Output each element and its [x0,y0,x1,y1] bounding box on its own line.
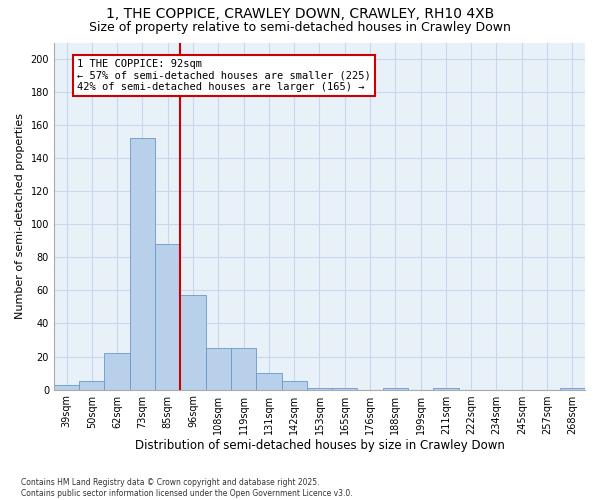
Bar [256,373,281,390]
Bar [231,348,256,390]
Y-axis label: Number of semi-detached properties: Number of semi-detached properties [15,113,25,319]
X-axis label: Distribution of semi-detached houses by size in Crawley Down: Distribution of semi-detached houses by … [134,440,505,452]
Bar [181,296,206,390]
Bar [130,138,155,390]
Text: 1 THE COPPICE: 92sqm
← 57% of semi-detached houses are smaller (225)
42% of semi: 1 THE COPPICE: 92sqm ← 57% of semi-detac… [77,59,370,92]
Bar [104,353,130,390]
Bar [79,382,104,390]
Bar [433,388,458,390]
Bar [383,388,408,390]
Bar [560,388,585,390]
Bar [307,388,332,390]
Bar [54,384,79,390]
Text: 1, THE COPPICE, CRAWLEY DOWN, CRAWLEY, RH10 4XB: 1, THE COPPICE, CRAWLEY DOWN, CRAWLEY, R… [106,8,494,22]
Bar [332,388,358,390]
Text: Size of property relative to semi-detached houses in Crawley Down: Size of property relative to semi-detach… [89,21,511,34]
Text: Contains HM Land Registry data © Crown copyright and database right 2025.
Contai: Contains HM Land Registry data © Crown c… [21,478,353,498]
Bar [206,348,231,390]
Bar [281,382,307,390]
Bar [155,244,181,390]
